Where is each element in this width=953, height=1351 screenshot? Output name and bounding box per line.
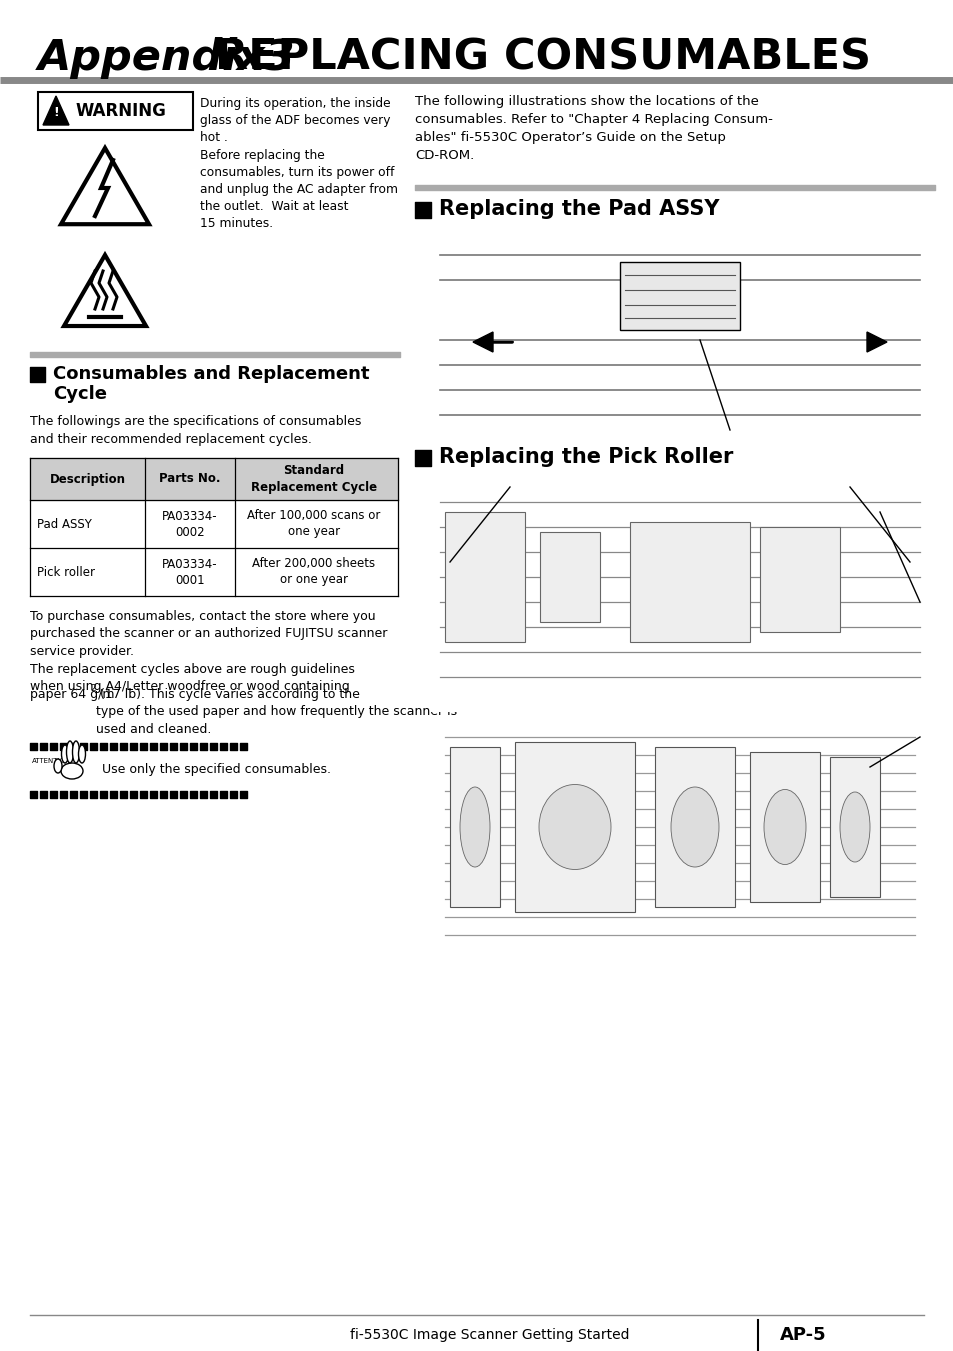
- Ellipse shape: [67, 740, 73, 763]
- Bar: [539, 532, 599, 621]
- Ellipse shape: [61, 763, 83, 780]
- Ellipse shape: [459, 788, 490, 867]
- Text: Use only the specified consumables.: Use only the specified consumables.: [102, 762, 331, 775]
- Text: Pad ASSY: Pad ASSY: [37, 517, 91, 531]
- Text: Standard
Replacement Cycle: Standard Replacement Cycle: [251, 465, 376, 493]
- Text: Pick roller: Pick roller: [37, 566, 95, 578]
- Bar: [38, 92, 193, 130]
- Text: The following illustrations show the locations of the
consumables. Refer to "Cha: The following illustrations show the loc…: [415, 95, 772, 162]
- Ellipse shape: [538, 785, 610, 870]
- Bar: [444, 512, 524, 642]
- Polygon shape: [43, 96, 69, 126]
- Polygon shape: [473, 332, 493, 353]
- Polygon shape: [64, 255, 146, 326]
- Ellipse shape: [840, 792, 869, 862]
- Bar: [655, 747, 734, 907]
- Text: After 200,000 sheets
or one year: After 200,000 sheets or one year: [253, 558, 375, 586]
- Ellipse shape: [763, 789, 805, 865]
- Text: PA03334-
0001: PA03334- 0001: [162, 558, 217, 586]
- Text: To purchase consumables, contact the store where you
purchased the scanner or an: To purchase consumables, contact the sto…: [30, 611, 387, 693]
- Bar: [515, 742, 635, 912]
- Bar: [430, 727, 929, 947]
- Ellipse shape: [670, 788, 719, 867]
- Text: AP-5: AP-5: [780, 1325, 825, 1344]
- Text: fi-5530C Image Scanner Getting Started: fi-5530C Image Scanner Getting Started: [350, 1328, 629, 1342]
- Text: paper 64 g/m: paper 64 g/m: [30, 688, 114, 701]
- Bar: [749, 753, 820, 902]
- Ellipse shape: [54, 759, 62, 773]
- Bar: [760, 527, 840, 632]
- Ellipse shape: [72, 740, 79, 763]
- Text: Description: Description: [50, 473, 126, 485]
- Text: Appendix3: Appendix3: [38, 36, 295, 78]
- Polygon shape: [866, 332, 886, 353]
- Text: The followings are the specifications of consumables
and their recommended repla: The followings are the specifications of…: [30, 415, 361, 446]
- Bar: [629, 521, 749, 642]
- Text: REPLACING CONSUMABLES: REPLACING CONSUMABLES: [214, 36, 870, 78]
- Bar: [435, 232, 924, 432]
- Text: Consumables and Replacement: Consumables and Replacement: [53, 365, 369, 382]
- Text: Replacing the Pad ASSY: Replacing the Pad ASSY: [438, 199, 719, 219]
- Text: ATTENTION: ATTENTION: [32, 758, 71, 765]
- Text: PA03334-
0002: PA03334- 0002: [162, 509, 217, 539]
- Text: 2: 2: [90, 684, 95, 693]
- Ellipse shape: [61, 744, 69, 763]
- Polygon shape: [61, 149, 149, 224]
- Text: During its operation, the inside
glass of the ADF becomes very
hot .
Before repl: During its operation, the inside glass o…: [200, 97, 397, 231]
- Ellipse shape: [78, 744, 86, 763]
- Bar: [430, 482, 929, 712]
- Text: (17 lb). This cycle varies according to the
type of the used paper and how frequ: (17 lb). This cycle varies according to …: [96, 688, 456, 736]
- Text: After 100,000 scans or
one year: After 100,000 scans or one year: [247, 509, 380, 539]
- Bar: [829, 757, 879, 897]
- Text: WARNING: WARNING: [76, 101, 167, 120]
- Bar: [619, 262, 740, 330]
- Text: !: !: [53, 105, 59, 119]
- Bar: [450, 747, 499, 907]
- Text: Cycle: Cycle: [53, 385, 107, 403]
- Text: Parts No.: Parts No.: [159, 473, 220, 485]
- Text: Replacing the Pick Roller: Replacing the Pick Roller: [438, 447, 733, 467]
